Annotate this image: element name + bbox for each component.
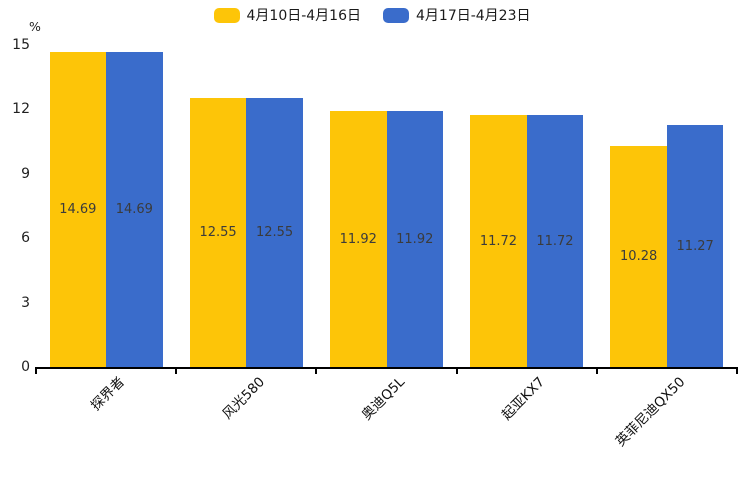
legend-label-week1: 4月10日-4月16日 <box>246 7 362 24</box>
plot-area: 14.69 12.55 11.92 11.72 10.28 14.69 12.55 11.92… <box>36 45 737 367</box>
y-tick-label-0: 0 <box>21 359 30 375</box>
bar-value-label: 11.92 <box>396 231 434 247</box>
y-axis-unit-label: % <box>29 19 41 34</box>
x-axis-tick-mark <box>35 369 37 374</box>
x-axis-tick-mark <box>175 369 178 374</box>
y-tick-label-15: 15 <box>12 37 30 53</box>
legend-swatch-week1 <box>213 8 240 23</box>
x-axis-tick-mark <box>736 369 738 374</box>
legend: 4月10日-4月16日 4月17日-4月23日 <box>0 8 744 23</box>
bar-value-label: 12.55 <box>255 224 294 240</box>
bar-value-label: 11.72 <box>479 233 518 249</box>
bar-week1-0: 14.69 <box>49 51 107 367</box>
x-category-label-text: 起亚KX7 <box>498 374 549 424</box>
bar-value-label: 11.27 <box>676 238 714 254</box>
bar-value-label: 12.55 <box>199 224 237 240</box>
x-axis-tick-mark <box>595 369 598 374</box>
bar-week1-4: 10.28 <box>610 146 667 367</box>
bar-week2-1: 12.55 <box>246 97 303 367</box>
x-category-label-text: 奥迪Q5L <box>358 374 408 424</box>
y-tick-label-9: 9 <box>21 165 30 182</box>
x-axis-line <box>35 367 738 369</box>
bar-week2-3: 11.72 <box>526 115 584 367</box>
legend-label-week2: 4月17日-4月23日 <box>416 7 531 24</box>
x-axis-tick-mark <box>315 369 318 374</box>
bar-week1-3: 11.72 <box>470 115 527 367</box>
x-category-label-text: 风光580 <box>218 374 268 423</box>
x-axis-tick-mark <box>455 369 458 374</box>
legend-item-week1: 4月10日-4月16日 <box>213 7 362 24</box>
bar-value-label: 11.92 <box>339 231 377 247</box>
x-category-label-text: 英菲尼迪QX50 <box>612 374 689 450</box>
y-tick-label-3: 3 <box>21 294 30 311</box>
bar-value-label: 11.72 <box>536 233 574 249</box>
bar-week1-1: 12.55 <box>189 97 247 367</box>
bar-value-label: 10.28 <box>620 249 658 265</box>
y-tick-label-12: 12 <box>12 101 30 118</box>
bar-week2-0: 14.69 <box>106 51 163 367</box>
bar-week2-4: 11.27 <box>666 125 724 367</box>
y-tick-label-6: 6 <box>21 230 30 247</box>
legend-item-week2: 4月17日-4月23日 <box>383 8 531 23</box>
x-category-label-text: 探界者 <box>87 374 128 414</box>
legend-swatch-week2 <box>383 8 409 23</box>
bar-value-label: 14.69 <box>59 201 97 217</box>
bar-value-label: 14.69 <box>115 201 153 217</box>
bar-week2-2: 11.92 <box>386 111 443 367</box>
bar-week1-2: 11.92 <box>330 111 387 367</box>
